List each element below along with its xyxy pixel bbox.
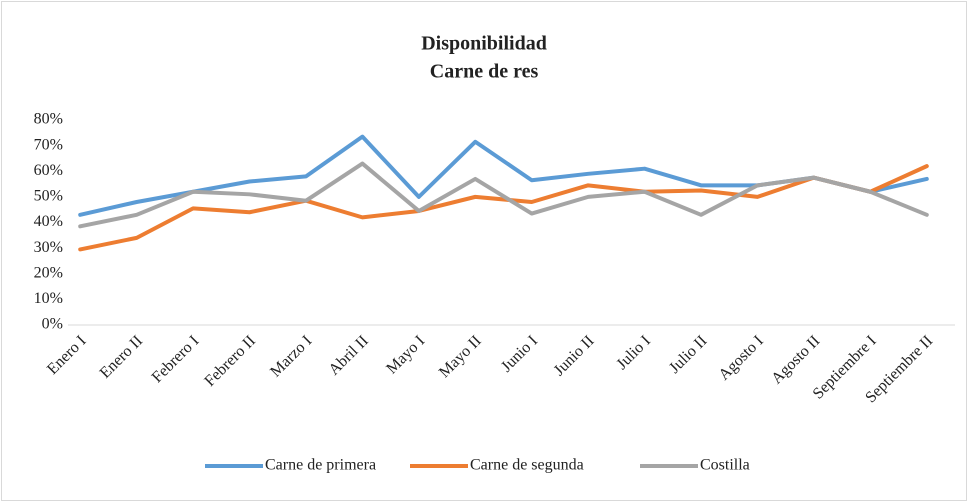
data-line (78, 164, 929, 252)
chart-title: Disponibilidad (421, 33, 547, 55)
y-tick-label: 10% (34, 290, 63, 307)
y-tick-label: 40% (34, 213, 63, 230)
y-tick-label: 30% (34, 239, 63, 256)
y-tick-label: 0% (42, 316, 63, 333)
legend-label: Carne de segunda (470, 457, 584, 474)
data-line (78, 161, 929, 229)
legend-label: Carne de primera (265, 457, 376, 474)
y-tick-label: 80% (34, 111, 63, 128)
y-tick-label: 20% (34, 264, 63, 281)
y-tick-label: 60% (34, 162, 63, 179)
chart-title: Carne de res (430, 61, 539, 83)
legend-label: Costilla (700, 457, 750, 474)
y-tick-label: 70% (34, 136, 63, 153)
y-tick-label: 50% (34, 188, 63, 205)
